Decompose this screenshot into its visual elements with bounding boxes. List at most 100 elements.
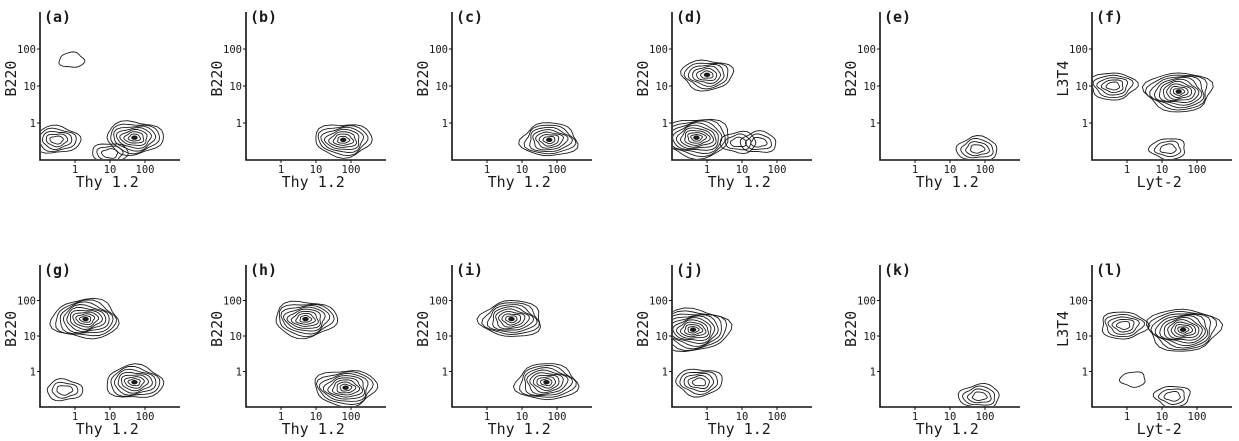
contour-peak [131, 379, 138, 385]
panel-label: (g) [44, 261, 71, 279]
x-tick-label: 1 [72, 164, 78, 176]
x-axis-title: Thy 1.2 [916, 420, 979, 438]
contour-line [332, 133, 355, 146]
y-tick-label: 100 [223, 44, 242, 56]
contour-line [481, 302, 540, 335]
contour-line [1169, 86, 1189, 98]
x-tick-label: 100 [342, 411, 361, 423]
contour-peak [340, 137, 347, 143]
y-axis-title: B220 [842, 311, 860, 347]
contour-line [317, 125, 369, 157]
contour-group [1101, 308, 1224, 406]
contour-line [523, 124, 577, 155]
y-tick-label: 100 [429, 44, 448, 56]
cell-population [739, 130, 777, 153]
contour-line [476, 299, 541, 337]
y-tick-label: 1 [870, 367, 876, 379]
cell-population [1093, 72, 1139, 101]
contour-line [1152, 385, 1191, 406]
contour-line [315, 371, 374, 406]
contour-line [278, 304, 335, 338]
x-tick-label: 1 [912, 164, 918, 176]
contour-line [673, 314, 719, 347]
cell-population [58, 51, 86, 68]
contour-line [512, 363, 580, 401]
panel-l: 1 10 100 1 10 100 (l) Lyt-2 L3T4 [1054, 261, 1232, 438]
contour-line [1096, 77, 1129, 96]
x-axis-title: Thy 1.2 [76, 420, 139, 438]
contour-line [117, 371, 153, 394]
x-tick-label: 100 [1188, 164, 1207, 176]
contour-line [538, 134, 560, 147]
contour-line [100, 148, 119, 159]
panel-k: 1 10 100 1 10 100 (k) Thy 1.2 B220 [842, 261, 1020, 438]
y-tick-label: 1 [30, 118, 36, 130]
contour-line [673, 315, 716, 345]
contour-line [1141, 72, 1214, 113]
x-axis-title: Thy 1.2 [916, 173, 979, 191]
contour-line [687, 326, 700, 334]
y-axis-title: B220 [2, 311, 20, 347]
contour-line [687, 64, 725, 87]
contour-line [526, 369, 569, 395]
contour-line [724, 133, 752, 151]
contour-line [41, 124, 82, 154]
contour-line [337, 135, 351, 144]
x-tick-label: 100 [548, 411, 567, 423]
axis-lines [245, 12, 386, 161]
panel-label: (d) [676, 8, 703, 26]
y-tick-label: 10 [655, 331, 668, 343]
axis-lines [671, 12, 812, 161]
contour-line [55, 299, 117, 337]
contour-group [476, 299, 580, 401]
contour-line [1157, 388, 1185, 405]
x-axis-title: Thy 1.2 [708, 173, 771, 191]
contour-line [45, 133, 69, 148]
contour-line [314, 370, 379, 406]
x-tick-label: 1 [1124, 164, 1130, 176]
contour-line [673, 313, 722, 350]
contour-line [1111, 318, 1135, 333]
contour-peak [543, 379, 550, 385]
cell-population [315, 124, 373, 159]
contour-line [739, 130, 777, 153]
cell-population [314, 370, 379, 406]
contour-line [75, 313, 96, 326]
contour-line [51, 381, 79, 399]
contour-line [280, 304, 331, 335]
panel-g: 1 10 100 1 10 100 (g) Thy 1.2 B220 [2, 261, 180, 438]
contour-line [119, 129, 148, 146]
cell-population [1141, 72, 1214, 113]
panel-label: (b) [250, 8, 277, 26]
contour-line [687, 374, 710, 390]
y-axis-title: L3T4 [1054, 311, 1072, 347]
x-tick-label: 1 [704, 411, 710, 423]
contour-line [1163, 390, 1181, 402]
cell-population [680, 59, 735, 92]
contour-line [92, 143, 129, 159]
cell-population [49, 297, 120, 340]
contour-line [1172, 88, 1186, 96]
axis-lines [451, 12, 592, 161]
axis-lines [879, 12, 1020, 161]
axis-lines [245, 265, 386, 408]
x-tick-label: 10 [944, 164, 957, 176]
contour-line [673, 307, 733, 352]
y-tick-label: 10 [229, 331, 242, 343]
contour-line [962, 385, 995, 406]
contour-line [106, 363, 165, 398]
contour-line [339, 383, 353, 392]
contour-line [299, 315, 313, 323]
contour-line [323, 128, 360, 150]
contour-line [1119, 371, 1146, 388]
contour-line [1093, 74, 1134, 98]
contour-line [524, 367, 574, 396]
x-axis-title: Lyt-2 [1137, 173, 1182, 191]
contour-group [315, 124, 373, 159]
x-tick-label: 100 [768, 411, 787, 423]
cell-population [1119, 371, 1146, 388]
contour-line [719, 130, 757, 155]
panel-h: 1 10 100 1 10 100 (h) Thy 1.2 B220 [208, 261, 386, 438]
contour-line [58, 51, 86, 68]
y-tick-label: 1 [1082, 367, 1088, 379]
